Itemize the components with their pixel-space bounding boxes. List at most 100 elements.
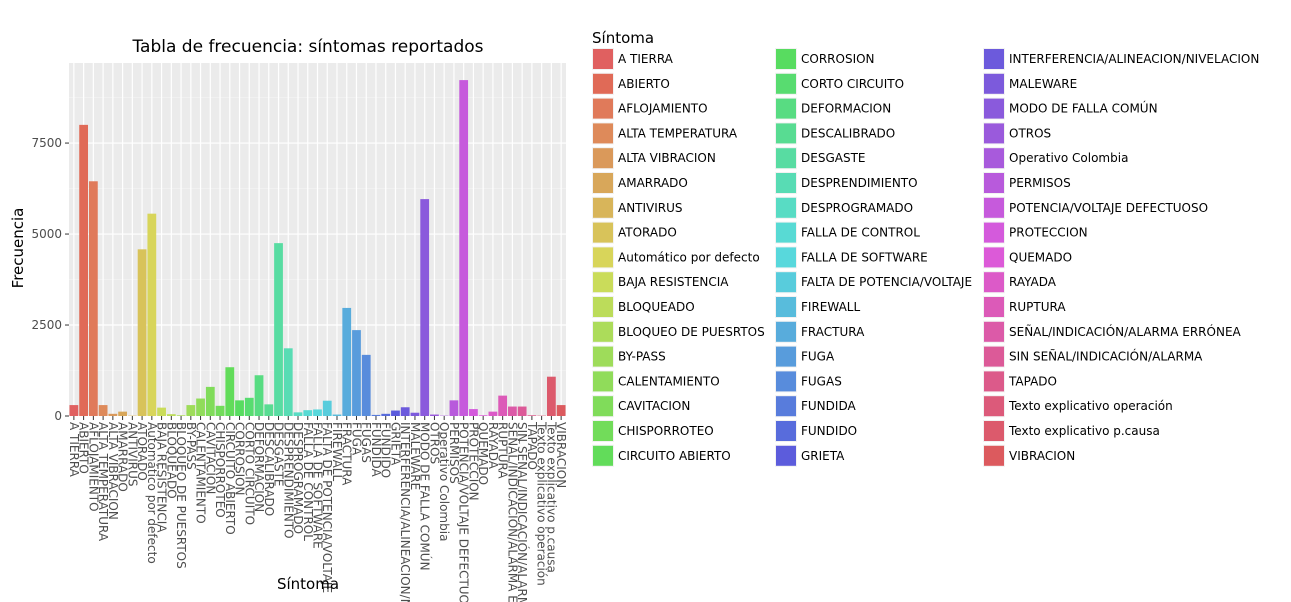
x-tick-label: OTROS [427,422,441,464]
chart-title: Tabla de frecuencia: síntomas reportados [131,37,483,57]
x-tick-label: ANTIVIRUS [125,422,139,487]
x-tick-label: BLOQUEADO [164,422,178,499]
legend-label: GRIETA [801,449,845,463]
legend: A TIERRA ABIERTO AFLOJAMIENTO ALTA TEMPERAT… [592,48,1259,467]
legend-swatch [593,445,613,466]
x-tick-label: FUNDIDA [369,422,383,477]
legend-item: BLOQUEADO [592,296,695,318]
legend-item: GRIETA [775,444,845,467]
legend-item: FUNDIDO [775,420,857,442]
legend-swatch [593,148,613,169]
legend-item: FUGA [775,345,835,368]
legend-item: VIBRACION [983,444,1075,467]
legend-item: RUPTURA [983,296,1066,318]
bar [254,375,264,416]
legend-label: ALTA VIBRACION [618,151,716,165]
x-tick-label: Texto explicativo p.causa [544,421,558,573]
legend-item: DEFORMACION [775,97,891,120]
legend-swatch [776,148,796,169]
legend-item: CORROSION [775,48,875,70]
x-tick-label: MALEWARE [408,422,422,490]
bar [264,404,274,416]
bar [176,415,186,416]
bar [469,409,478,416]
legend-item: PROTECCION [983,221,1088,244]
legend-item: ALTA TEMPERATURA [592,122,738,145]
bar [420,199,430,416]
bar [196,398,205,416]
x-tick-label: FRACTURA [340,422,354,486]
legend-swatch [593,346,613,367]
legend-item: FUGAS [775,370,842,393]
legend-label: FALTA DE POTENCIA/VOLTAJE [801,275,972,289]
legend-label: DESGASTE [801,151,865,165]
legend-item: AFLOJAMIENTO [592,97,708,120]
legend-item: TAPADO [983,370,1057,393]
legend-item: DESPRENDIMIENTO [775,172,918,194]
legend-item: ATORADO [592,221,677,244]
x-tick-label: RUPTURA [496,422,510,479]
legend-swatch [776,346,796,367]
legend-swatch [593,98,613,119]
bar [391,410,400,416]
x-tick-label: INTERFERENCIA/ALINEACION/NIVELACION [398,422,412,602]
bar [449,400,459,416]
legend-item: ALTA VIBRACION [592,147,716,170]
legend-swatch [984,321,1004,342]
legend-item: POTENCIA/VOLTAJE DEFECTUOSO [983,196,1208,219]
bar [283,348,293,416]
legend-swatch [593,272,613,293]
legend-item: FIREWALL [775,296,860,318]
legend-swatch [776,371,796,392]
legend-item: CIRCUITO ABIERTO [592,444,731,467]
bar [430,414,439,416]
legend-swatch [984,173,1004,193]
x-tick-label: DESCALIBRADO [262,422,276,516]
legend-swatch [984,73,1004,94]
bar [498,395,508,416]
legend-label: PERMISOS [1009,176,1071,190]
x-axis-title: Síntoma [277,575,339,593]
legend-label: BLOQUEADO [618,300,695,314]
legend-label: INTERFERENCIA/ALINEACION/NIVELACION [1009,52,1259,66]
bar [459,80,469,416]
legend-label: FRACTURA [801,325,865,339]
legend-item: AMARRADO [592,172,688,194]
bar [215,405,225,416]
legend-label: Automático por defecto [618,250,760,264]
bar [332,414,342,416]
x-tick-label: ALTA VIBRACION [106,422,120,520]
legend-swatch [593,197,613,218]
legend-item: DESCALIBRADO [775,122,895,145]
legend-label: FUNDIDO [801,424,857,438]
legend-item: Texto explicativo operación [983,395,1173,418]
legend-item: BLOQUEO DE PUESRTOS [592,320,765,343]
legend-item: A TIERRA [592,48,674,70]
legend-label: Texto explicativo operación [1008,399,1173,413]
legend-swatch [776,197,796,218]
bars-group [69,80,566,417]
legend-item: MODO DE FALLA COMÚN [983,97,1158,120]
bar [381,413,391,416]
bar [88,181,98,416]
legend-swatch [593,247,613,268]
x-tick-label: FUGA [349,422,363,456]
x-tick-label: CORROSION [233,422,247,496]
legend-swatch [593,321,613,342]
legend-swatch [776,247,796,268]
x-tick-label: AFLOJAMIENTO [86,422,100,512]
legend-label: Operativo Colombia [1009,151,1128,165]
x-tick-label: DESGASTE [272,422,286,486]
legend-label: SIN SEÑAL/INDICACIÓN/ALARMA [1009,349,1203,364]
bar [79,124,89,417]
legend-label: BY-PASS [618,350,666,364]
legend-item: BAJA RESISTENCIA [592,271,729,294]
bar [478,415,488,416]
legend-label: DEFORMACION [801,102,891,116]
legend-swatch [593,222,613,243]
x-tick-label: CHISPORROTEO [213,422,227,518]
x-tick-label: ATORADO [135,422,149,481]
legend-label: CHISPORROTEO [618,424,714,438]
legend-swatch [984,148,1004,169]
